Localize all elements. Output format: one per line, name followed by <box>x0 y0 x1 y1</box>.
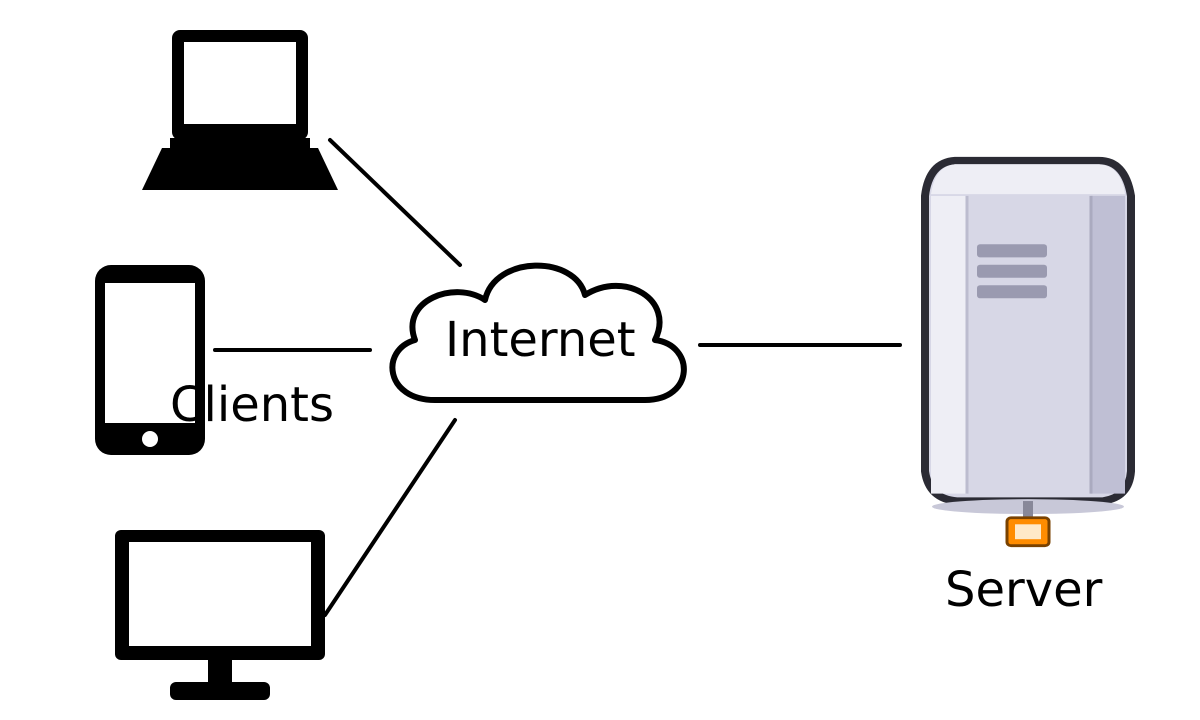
server-label: Server <box>945 562 1102 618</box>
clients-label: Clients <box>170 377 334 433</box>
edge-line <box>325 420 455 615</box>
internet-label: Internet <box>445 312 636 368</box>
laptop-icon <box>140 30 340 205</box>
diagram-stage: Clients Internet Server <box>0 0 1200 720</box>
desktop-monitor-icon <box>115 530 325 705</box>
server-tower-icon <box>915 155 1140 555</box>
